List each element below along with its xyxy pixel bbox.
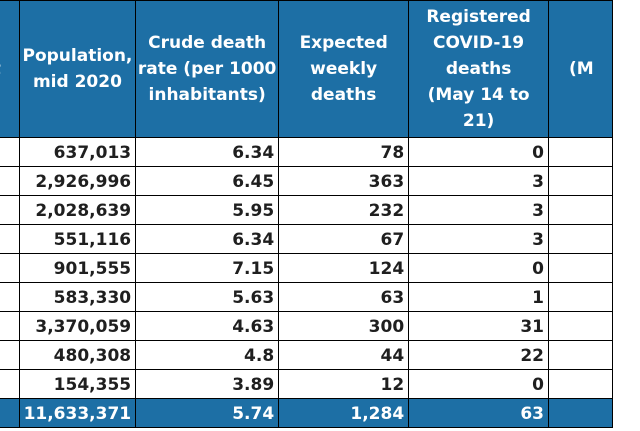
cell-expected-weekly-deaths[interactable]: 363	[278, 166, 410, 196]
header-population-line-2: mid 2020	[32, 72, 122, 92]
total-row: 11,633,371 5.74 1,284 63	[0, 398, 613, 428]
cell-population[interactable]: 583,330	[18, 282, 137, 312]
cell-expected-weekly-deaths[interactable]: 12	[278, 369, 410, 399]
cell-registered-covid-deaths[interactable]: 0	[408, 137, 549, 167]
cell-crude-death-rate[interactable]: 7.15	[135, 253, 280, 283]
header-crude-rate-line-1: Crude death	[148, 33, 267, 53]
header-cell-registered-covid-deaths[interactable]: Registered COVID-19 deaths (May 14 to 21…	[408, 0, 549, 138]
header-partial-right-text: (M	[569, 59, 594, 79]
cell-population[interactable]: 2,926,996	[18, 166, 137, 196]
cell-partial-right[interactable]	[548, 166, 613, 196]
cell-partial-right[interactable]	[548, 398, 613, 428]
cell-registered-covid-deaths[interactable]: 0	[408, 253, 549, 283]
cell-population[interactable]: 2,028,639	[18, 195, 137, 225]
data-table: t Population, mid 2020 Crude death rate …	[0, 0, 613, 428]
table-row: 637,013 6.34 78 0	[0, 137, 613, 167]
cell-partial-left[interactable]	[0, 311, 20, 341]
cell-registered-covid-deaths[interactable]: 31	[408, 311, 549, 341]
cell-population[interactable]: 637,013	[18, 137, 137, 167]
cell-expected-weekly-deaths[interactable]: 232	[278, 195, 410, 225]
cell-partial-right[interactable]	[548, 311, 613, 341]
header-expected-line-1: Expected	[299, 33, 388, 53]
cell-registered-covid-deaths[interactable]: 3	[408, 195, 549, 225]
header-cell-population[interactable]: Population, mid 2020	[18, 0, 137, 138]
cell-crude-death-rate[interactable]: 3.89	[135, 369, 280, 399]
cell-partial-right[interactable]	[548, 195, 613, 225]
cell-partial-right[interactable]	[548, 282, 613, 312]
cell-partial-left[interactable]	[0, 166, 20, 196]
cell-partial-left[interactable]	[0, 398, 20, 428]
cell-partial-right[interactable]	[548, 224, 613, 254]
cell-registered-covid-deaths[interactable]: 22	[408, 340, 549, 370]
cell-partial-left[interactable]	[0, 253, 20, 283]
total-registered-covid-deaths[interactable]: 63	[408, 398, 549, 428]
header-population-line-1: Population,	[22, 46, 133, 66]
cell-partial-left[interactable]	[0, 340, 20, 370]
cell-population[interactable]: 154,355	[18, 369, 137, 399]
cell-expected-weekly-deaths[interactable]: 63	[278, 282, 410, 312]
table-row: 2,926,996 6.45 363 3	[0, 166, 613, 196]
cell-partial-left[interactable]	[0, 369, 20, 399]
header-crude-rate-line-3: inhabitants)	[148, 85, 266, 105]
cell-partial-right[interactable]	[548, 137, 613, 167]
table-row: 901,555 7.15 124 0	[0, 253, 613, 283]
cell-crude-death-rate[interactable]: 6.45	[135, 166, 280, 196]
header-row: t Population, mid 2020 Crude death rate …	[0, 0, 613, 138]
cell-population[interactable]: 480,308	[18, 340, 137, 370]
cell-population[interactable]: 551,116	[18, 224, 137, 254]
cell-expected-weekly-deaths[interactable]: 78	[278, 137, 410, 167]
cell-expected-weekly-deaths[interactable]: 124	[278, 253, 410, 283]
cell-expected-weekly-deaths[interactable]: 44	[278, 340, 410, 370]
cell-expected-weekly-deaths[interactable]: 300	[278, 311, 410, 341]
cell-expected-weekly-deaths[interactable]: 67	[278, 224, 410, 254]
cell-partial-left[interactable]	[0, 224, 20, 254]
cell-crude-death-rate[interactable]: 5.63	[135, 282, 280, 312]
cell-partial-left[interactable]	[0, 282, 20, 312]
header-cell-partial-right[interactable]: (M	[548, 0, 613, 138]
table-row: 480,308 4.8 44 22	[0, 340, 613, 370]
total-expected-weekly-deaths[interactable]: 1,284	[278, 398, 410, 428]
table-row: 551,116 6.34 67 3	[0, 224, 613, 254]
table-row: 154,355 3.89 12 0	[0, 369, 613, 399]
cell-crude-death-rate[interactable]: 4.8	[135, 340, 280, 370]
cell-registered-covid-deaths[interactable]: 3	[408, 166, 549, 196]
header-partial-left-text: t	[0, 59, 1, 79]
header-crude-rate-line-2: rate (per 1000	[137, 59, 277, 79]
total-population[interactable]: 11,633,371	[18, 398, 137, 428]
cell-population[interactable]: 3,370,059	[18, 311, 137, 341]
table-row: 583,330 5.63 63 1	[0, 282, 613, 312]
cell-partial-left[interactable]	[0, 137, 20, 167]
header-registered-line-4: (May 14 to 21)	[427, 85, 530, 131]
cell-registered-covid-deaths[interactable]: 1	[408, 282, 549, 312]
header-registered-line-1: Registered	[426, 7, 531, 27]
header-cell-expected-weekly-deaths[interactable]: Expected weekly deaths	[278, 0, 410, 138]
cell-partial-left[interactable]	[0, 195, 20, 225]
cell-crude-death-rate[interactable]: 6.34	[135, 137, 280, 167]
header-cell-partial-left[interactable]: t	[0, 0, 20, 138]
table-row: 2,028,639 5.95 232 3	[0, 195, 613, 225]
cell-crude-death-rate[interactable]: 5.95	[135, 195, 280, 225]
cell-partial-right[interactable]	[548, 340, 613, 370]
cell-population[interactable]: 901,555	[18, 253, 137, 283]
header-expected-line-2: weekly deaths	[310, 59, 378, 105]
cell-partial-right[interactable]	[548, 369, 613, 399]
cell-partial-right[interactable]	[548, 253, 613, 283]
cell-registered-covid-deaths[interactable]: 0	[408, 369, 549, 399]
cell-crude-death-rate[interactable]: 6.34	[135, 224, 280, 254]
total-crude-death-rate[interactable]: 5.74	[135, 398, 280, 428]
header-cell-crude-death-rate[interactable]: Crude death rate (per 1000 inhabitants)	[135, 0, 280, 138]
header-registered-line-3: deaths	[445, 59, 512, 79]
table-row: 3,370,059 4.63 300 31	[0, 311, 613, 341]
cell-crude-death-rate[interactable]: 4.63	[135, 311, 280, 341]
cell-registered-covid-deaths[interactable]: 3	[408, 224, 549, 254]
header-registered-line-2: COVID-19	[433, 33, 525, 53]
